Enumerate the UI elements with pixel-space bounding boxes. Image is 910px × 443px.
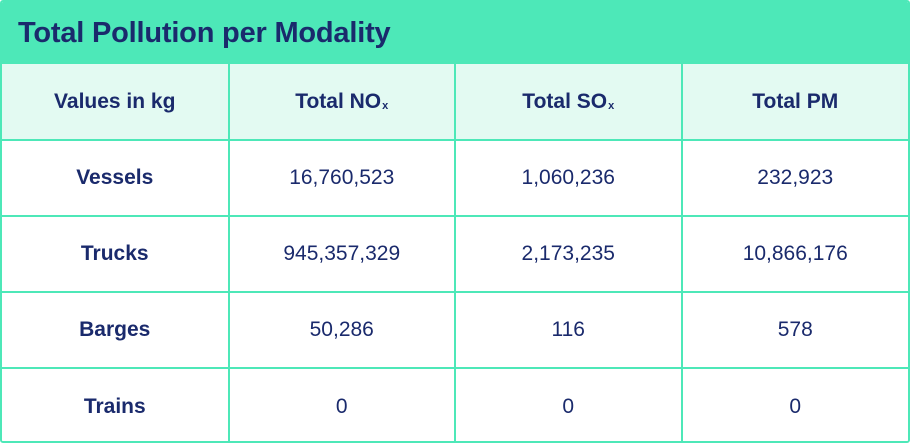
row-label-vessels: Vessels: [2, 139, 230, 217]
table-cell: 232,923: [680, 139, 908, 217]
pollution-table: Values in kg Total NOx Total SOx Total P…: [2, 64, 908, 441]
header-label: Values in kg: [54, 89, 176, 113]
header-total-pm: Total PM: [680, 64, 908, 141]
title-bar: Total Pollution per Modality: [2, 2, 908, 64]
table-cell: 16,760,523: [227, 139, 456, 217]
table-cell: 1,060,236: [454, 139, 683, 217]
table-cell: 0: [454, 367, 683, 441]
table-cell: 2,173,235: [454, 215, 683, 293]
table-cell: 116: [454, 291, 683, 369]
header-subscript: x: [382, 99, 389, 112]
table-row: Vessels 16,760,523 1,060,236 232,923: [2, 139, 908, 217]
table-title: Total Pollution per Modality: [18, 16, 391, 49]
header-label: Total SO: [522, 89, 608, 113]
header-total-sox: Total SOx: [454, 64, 683, 141]
header-label: Total PM: [752, 89, 839, 113]
table-cell: 0: [680, 367, 908, 441]
header-total-nox: Total NOx: [227, 64, 456, 141]
row-label-trucks: Trucks: [2, 215, 230, 293]
table-row: Trains 0 0 0: [2, 367, 908, 441]
table-cell: 578: [680, 291, 908, 369]
table-row: Trucks 945,357,329 2,173,235 10,866,176: [2, 215, 908, 293]
table-cell: 50,286: [227, 291, 456, 369]
table-cell: 945,357,329: [227, 215, 456, 293]
row-label-trains: Trains: [2, 367, 230, 441]
row-label-barges: Barges: [2, 291, 230, 369]
table-cell: 10,866,176: [680, 215, 908, 293]
header-subscript: x: [608, 99, 615, 112]
header-values-in-kg: Values in kg: [2, 64, 230, 141]
header-row: Values in kg Total NOx Total SOx Total P…: [2, 64, 908, 141]
table-row: Barges 50,286 116 578: [2, 291, 908, 369]
table-cell: 0: [227, 367, 456, 441]
header-label: Total NO: [295, 89, 382, 113]
